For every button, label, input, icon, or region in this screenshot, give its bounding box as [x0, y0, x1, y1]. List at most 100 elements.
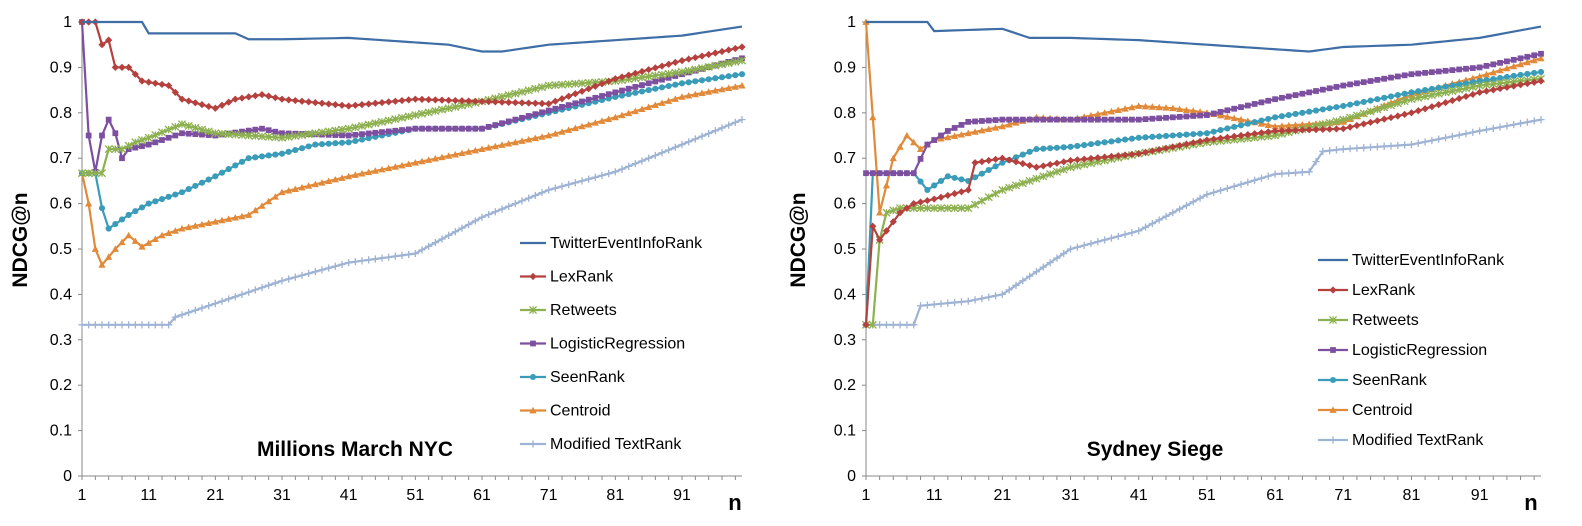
data-point [411, 111, 420, 120]
data-point [525, 99, 533, 107]
data-point [84, 169, 93, 178]
data-point [731, 44, 739, 53]
data-point [198, 220, 206, 228]
data-point [1291, 169, 1300, 177]
data-point [1271, 122, 1279, 130]
data-point [505, 140, 513, 147]
data-point [398, 161, 406, 169]
data-point [1216, 111, 1225, 119]
data-point [504, 91, 513, 100]
y-tick-label: 0.1 [50, 423, 72, 440]
data-point [631, 107, 639, 115]
data-point [1257, 174, 1266, 182]
data-point [863, 170, 869, 177]
data-point [298, 183, 306, 191]
data-point [638, 105, 646, 113]
data-point [1421, 92, 1430, 101]
series-line [866, 52, 1542, 175]
data-point [978, 170, 985, 177]
data-point [889, 321, 897, 329]
data-point [652, 78, 659, 85]
y-tick-label: 1 [847, 14, 856, 31]
data-point [1176, 114, 1183, 120]
data-point [191, 306, 199, 314]
data-point [285, 148, 292, 155]
data-point [685, 92, 693, 99]
data-point [185, 186, 192, 193]
data-point [698, 89, 706, 97]
data-point [445, 152, 453, 159]
data-point [265, 152, 272, 159]
data-point [1503, 83, 1511, 91]
data-point [179, 130, 185, 137]
data-point [437, 105, 447, 114]
data-point [131, 138, 140, 147]
data-point [471, 146, 479, 154]
data-point [85, 132, 92, 139]
data-point [1360, 79, 1367, 86]
data-point [645, 154, 653, 162]
data-point [1013, 116, 1019, 123]
data-point [391, 252, 399, 260]
data-point [1033, 116, 1040, 123]
data-point [345, 259, 353, 267]
data-point [937, 300, 945, 308]
data-point [397, 113, 407, 122]
data-point [1298, 126, 1306, 134]
data-point [951, 298, 959, 307]
data-point [205, 302, 213, 310]
data-point [258, 153, 266, 160]
data-point [711, 127, 719, 135]
data-point [425, 125, 432, 132]
data-point [1156, 115, 1163, 122]
data-point [1115, 137, 1122, 144]
series-logisticregression [863, 50, 1544, 177]
data-point [1325, 118, 1334, 127]
data-point [882, 321, 891, 329]
data-point [1128, 229, 1136, 237]
data-point [411, 159, 419, 166]
data-point [1142, 116, 1149, 123]
data-point [944, 173, 951, 180]
data-point [119, 155, 125, 162]
data-point [498, 98, 506, 106]
data-point [1306, 89, 1313, 96]
data-point [585, 85, 593, 93]
data-point [132, 208, 139, 215]
data-point [1066, 156, 1075, 165]
data-point [545, 100, 553, 108]
data-point [1279, 94, 1285, 101]
data-point [731, 83, 739, 90]
data-point [1230, 182, 1238, 190]
data-point [971, 159, 979, 167]
data-point [245, 155, 252, 162]
data-point [538, 133, 546, 140]
data-point [398, 96, 406, 105]
y-tick-label: 0 [63, 468, 72, 485]
data-point [903, 321, 911, 329]
x-tick-label: 31 [1062, 487, 1080, 504]
data-point [165, 134, 172, 141]
series-line [866, 20, 1542, 53]
data-point [578, 87, 586, 95]
data-point [278, 188, 286, 196]
data-point [985, 125, 993, 133]
data-point [1298, 121, 1306, 128]
data-point [325, 100, 333, 108]
data-point [1278, 170, 1286, 178]
data-point [424, 108, 433, 117]
data-point [332, 132, 339, 138]
data-point [1442, 83, 1449, 90]
data-point [385, 164, 393, 172]
data-point [1264, 172, 1272, 180]
data-point [1299, 90, 1306, 97]
data-point [178, 224, 186, 232]
data-point [325, 140, 332, 147]
data-point [1039, 162, 1047, 170]
data-point [1510, 121, 1518, 129]
x-tick-label: 21 [206, 487, 224, 504]
data-point [1073, 156, 1081, 164]
data-point [525, 113, 532, 119]
data-point [531, 191, 539, 200]
data-point [371, 99, 379, 107]
